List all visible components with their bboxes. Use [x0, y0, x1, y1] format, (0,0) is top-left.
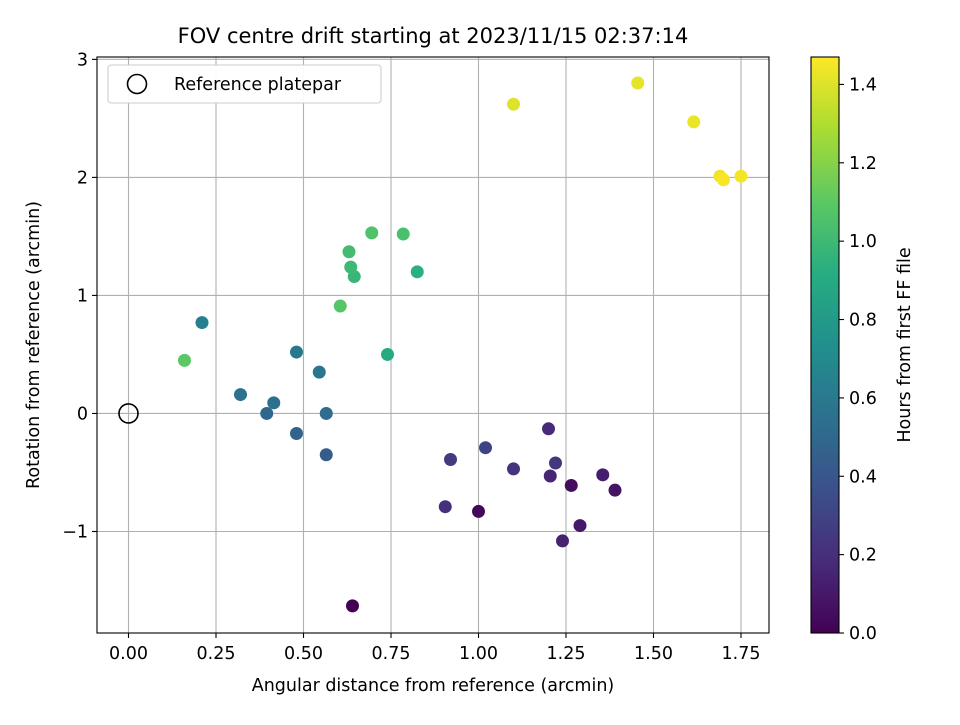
data-point [543, 469, 557, 483]
data-point [542, 422, 555, 436]
x-tick-label: 1.75 [722, 644, 761, 664]
data-point [507, 462, 520, 476]
data-point [290, 345, 303, 359]
colorbar-label: Hours from first FF file [895, 247, 915, 442]
colorbar-tick-label: 1.2 [849, 154, 877, 174]
data-point [319, 448, 333, 462]
colorbar-tick-label: 0.2 [849, 546, 877, 566]
data-point [608, 483, 622, 497]
reference-platepar-marker [118, 403, 139, 424]
data-point [267, 396, 281, 410]
data-point [396, 227, 410, 241]
colorbar-frame [810, 56, 840, 634]
data-point [479, 441, 492, 455]
legend: Reference platepar [107, 64, 382, 104]
x-tick-label: 1.00 [459, 644, 498, 664]
x-tick-label: 0.50 [284, 644, 323, 664]
x-tick-label: 0.00 [109, 644, 148, 664]
data-point [234, 388, 247, 402]
legend-label-reference: Reference platepar [174, 75, 342, 95]
y-tick-label: 1 [77, 286, 88, 306]
data-points [118, 76, 748, 613]
colorbar-tick-label: 0.4 [849, 467, 877, 487]
data-point [178, 353, 191, 367]
data-point [346, 599, 359, 613]
data-point [444, 452, 457, 466]
legend-box [107, 64, 382, 104]
chart-title: FOV centre drift starting at 2023/11/15 … [178, 24, 689, 48]
y-tick-label: 2 [77, 168, 88, 188]
data-point [717, 173, 730, 187]
colorbar-tick-label: 1.0 [849, 232, 877, 252]
y-tick-label: −1 [62, 522, 88, 542]
data-point [573, 519, 587, 533]
data-point [342, 245, 356, 259]
data-point [410, 265, 424, 279]
data-point [631, 76, 645, 90]
x-tick-label: 0.75 [372, 644, 411, 664]
data-point [365, 226, 379, 240]
data-point [472, 504, 485, 518]
grid-lines [97, 57, 769, 633]
colorbar-tick-label: 0.6 [849, 389, 877, 409]
data-point [507, 97, 520, 111]
plot-frame [96, 56, 770, 634]
data-point [564, 478, 578, 492]
data-point [195, 316, 209, 330]
data-point [438, 500, 452, 514]
legend-marker-reference [126, 73, 148, 95]
data-point [290, 427, 303, 441]
axes: 0.00 0.25 0.50 0.75 1.00 1.25 1.50 1.75 −1 0 1 2 3 [62, 50, 770, 664]
data-point [260, 406, 274, 420]
x-tick-label: 1.25 [547, 644, 586, 664]
data-point [381, 347, 394, 361]
data-point [734, 169, 748, 183]
colorbar: 0.0 0.2 0.4 0.6 0.8 1.0 1.2 1.4 [810, 56, 877, 644]
data-point [596, 468, 610, 482]
y-tick-label: 3 [77, 50, 88, 70]
x-tick-label: 1.50 [634, 644, 673, 664]
data-point [333, 299, 347, 313]
data-point [319, 406, 333, 420]
data-point [556, 534, 569, 548]
colorbar-tick-label: 0.8 [849, 311, 877, 331]
colorbar-gradient [811, 57, 839, 633]
data-point [687, 115, 701, 129]
colorbar-tick-label: 0.0 [849, 624, 877, 644]
x-tick-label: 0.25 [197, 644, 236, 664]
y-tick-label: 0 [77, 404, 88, 424]
y-axis-label: Rotation from reference (arcmin) [24, 201, 44, 489]
data-point [549, 456, 562, 470]
x-axis-label: Angular distance from reference (arcmin) [252, 676, 615, 696]
colorbar-tick-label: 1.4 [849, 75, 877, 95]
data-point [312, 365, 326, 379]
data-point [344, 260, 358, 274]
